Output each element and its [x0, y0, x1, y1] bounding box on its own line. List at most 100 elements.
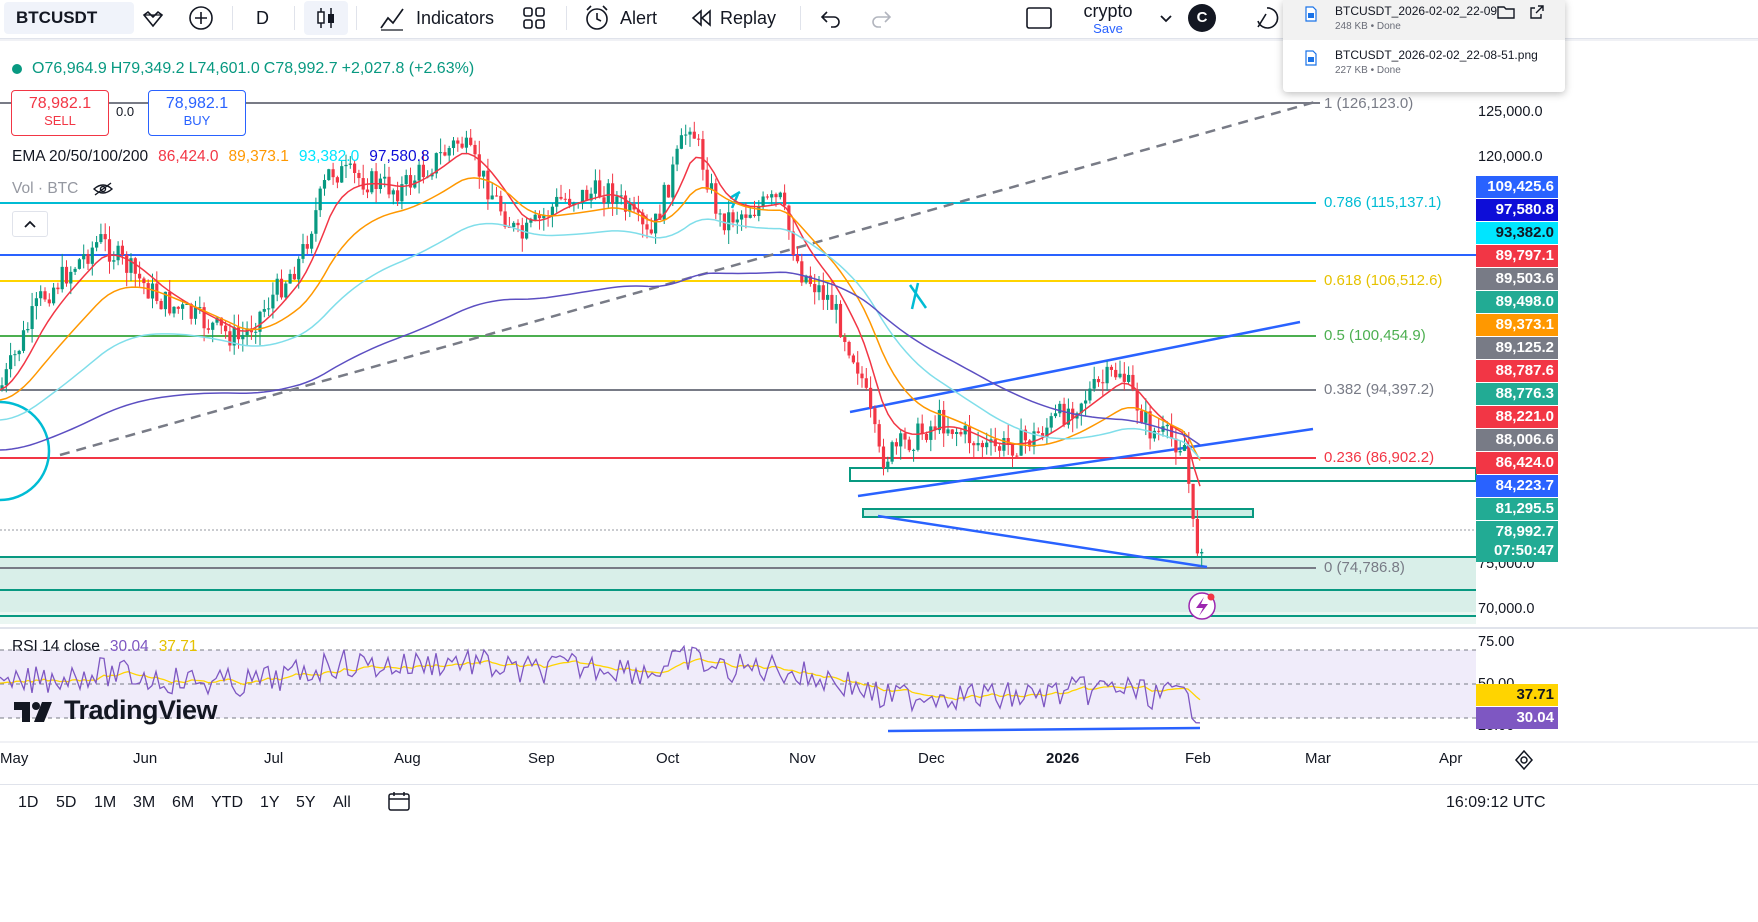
quick-search-icon[interactable] [1254, 0, 1280, 36]
symbol-search[interactable]: BTCUSDT [4, 2, 134, 34]
range-1d[interactable]: 1D [18, 794, 39, 811]
ema-legend[interactable]: EMA 20/50/100/200 86,424.0 89,373.1 93,3… [12, 148, 430, 166]
indicators-button[interactable]: Indicators [378, 0, 494, 36]
candle-body [125, 254, 129, 273]
candle-body [344, 164, 348, 167]
range-5d[interactable]: 5D [56, 794, 77, 811]
open-external-icon[interactable] [1529, 4, 1545, 25]
candle-body [297, 258, 301, 280]
candle-body [537, 214, 542, 219]
candle-body [211, 322, 215, 330]
chevron-down-icon[interactable] [1158, 0, 1174, 36]
candle-body [813, 283, 817, 293]
range-1y[interactable]: 1Y [260, 794, 280, 811]
candle-body [740, 214, 744, 220]
candle-body [1092, 378, 1096, 389]
avatar[interactable]: C [1188, 4, 1216, 32]
candle-body [950, 429, 954, 434]
candle-body [580, 189, 585, 204]
candle-body [598, 180, 602, 198]
rsi-tick: 75.00 [1478, 634, 1515, 650]
candle-body [73, 268, 77, 272]
candle-body [1135, 389, 1139, 411]
replay-button[interactable]: Replay [690, 0, 776, 36]
range-ytd[interactable]: YTD [211, 794, 243, 811]
candle-body [907, 439, 911, 451]
candle-body [864, 378, 868, 388]
candle-body [916, 423, 920, 450]
candle-body [980, 442, 984, 448]
download-item[interactable]: BTCUSDT_2026-02-02_22-09 248 KB • Done [1283, 0, 1565, 40]
range-1m[interactable]: 1M [94, 794, 117, 811]
candle-body [520, 225, 524, 239]
crown-icon[interactable] [140, 0, 166, 36]
layout-name-button[interactable]: crypto Save [1070, 0, 1146, 35]
candle-body [602, 197, 606, 204]
candle-body [800, 261, 804, 283]
candle-body [56, 287, 60, 290]
price-badge: 93,382.0 [1476, 222, 1558, 244]
candle-body [1178, 450, 1182, 453]
candle-body [327, 169, 331, 181]
candle-body [456, 140, 460, 144]
range-all[interactable]: All [333, 794, 351, 811]
rsi-label: RSI 14 close [12, 638, 100, 655]
candle-body [82, 254, 86, 260]
sell-button[interactable]: 78,982.1 SELL [11, 90, 109, 136]
candle-body [138, 273, 142, 279]
low-value: L74,601.0 [188, 60, 260, 77]
candle-body [606, 183, 610, 204]
candle-body [830, 294, 834, 310]
candle-body [159, 300, 163, 310]
candle-body [486, 170, 490, 200]
range-3m[interactable]: 3M [133, 794, 156, 811]
layout-icon[interactable] [1024, 0, 1054, 36]
redo-icon[interactable] [868, 0, 894, 36]
templates-icon[interactable] [520, 0, 548, 36]
ema100-line [0, 218, 1201, 460]
candle-body [271, 294, 275, 309]
undo-icon[interactable] [818, 0, 844, 36]
candle-body [155, 283, 159, 301]
date-range-icon[interactable] [386, 790, 412, 819]
candle-body [451, 140, 456, 149]
price-badge: 89,503.6 [1476, 268, 1558, 290]
candle-body [838, 303, 843, 338]
settings-icon[interactable] [1513, 749, 1535, 776]
lightning-icon [1196, 597, 1208, 616]
candle-body [1144, 411, 1148, 423]
candle-body [116, 245, 120, 261]
alert-button[interactable]: Alert [582, 0, 657, 36]
candle-body [757, 206, 761, 216]
tradingview-logo-text: TradingView [64, 695, 218, 725]
rsi-divergence-line [887, 726, 1201, 733]
volume-legend[interactable]: Vol · BTC [12, 180, 114, 198]
candle-body [1088, 388, 1092, 401]
eye-hidden-icon[interactable] [92, 181, 114, 197]
buy-button[interactable]: 78,982.1 BUY [148, 90, 246, 136]
candle-body [267, 308, 271, 310]
interval-button[interactable]: D [256, 0, 269, 36]
range-5y[interactable]: 5Y [296, 794, 316, 811]
candle-body [550, 206, 554, 217]
download-item[interactable]: BTCUSDT_2026-02-02_22-08-51.png 227 KB •… [1283, 44, 1565, 84]
rsi-legend[interactable]: RSI 14 close 30.04 37.71 [12, 638, 197, 656]
folder-icon[interactable] [1497, 4, 1515, 25]
candles-icon[interactable] [304, 1, 348, 35]
tradingview-logo[interactable]: TradingView [14, 695, 218, 726]
fib-level-05-label: 0.5 (100,454.9) [1324, 327, 1426, 344]
range-6m[interactable]: 6M [172, 794, 195, 811]
add-symbol-icon[interactable] [186, 0, 216, 36]
candle-body [181, 304, 185, 309]
price-badge: 84,223.7 [1476, 475, 1558, 497]
candle-body [623, 195, 628, 212]
candle-body [391, 190, 395, 195]
candle-body [804, 275, 808, 283]
candle-body [1084, 400, 1088, 404]
candle-body [967, 425, 972, 444]
fib-level-1-label: 1 (126,123.0) [1324, 95, 1414, 112]
candle-body [709, 183, 714, 190]
collapse-legend-button[interactable] [12, 211, 48, 237]
price-badge: 89,125.2 [1476, 337, 1558, 359]
